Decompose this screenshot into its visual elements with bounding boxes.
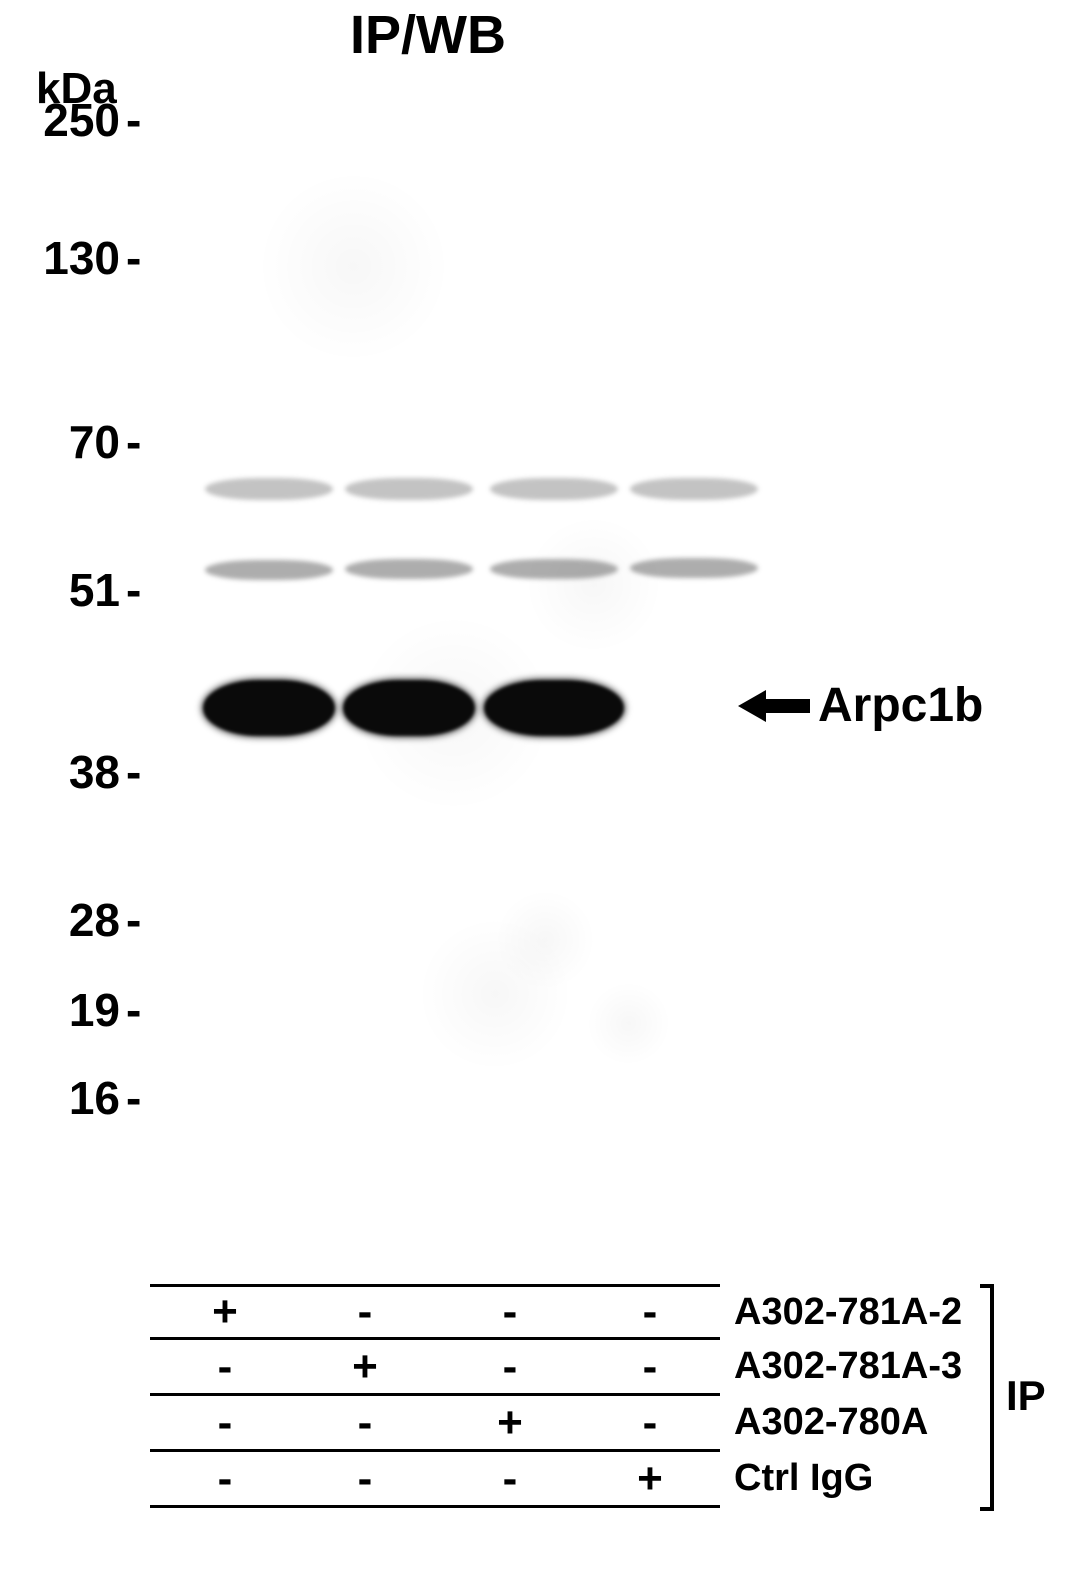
target-band bbox=[343, 680, 475, 736]
faint-band bbox=[630, 558, 758, 578]
lane-cell: - bbox=[480, 1452, 540, 1505]
lane-cell: - bbox=[480, 1287, 540, 1337]
lane-cell: - bbox=[620, 1396, 680, 1449]
lane-cell: + bbox=[335, 1340, 395, 1393]
faint-band bbox=[345, 559, 473, 579]
mw-marker: 16- bbox=[24, 1071, 141, 1125]
lane-cell: - bbox=[195, 1452, 255, 1505]
mw-marker: 70- bbox=[24, 415, 141, 469]
lane-cell: - bbox=[195, 1396, 255, 1449]
mw-marker: 38- bbox=[24, 745, 141, 799]
mw-marker: 250- bbox=[24, 93, 141, 147]
ip-bracket-icon bbox=[980, 1284, 994, 1511]
protein-name-label: Arpc1b bbox=[818, 678, 983, 733]
lane-cell: - bbox=[620, 1340, 680, 1393]
lane-row-label: A302-780A bbox=[720, 1396, 928, 1449]
ipwb-figure: IP/WB kDa 250-130-70-51-38-28-19-16- Arp… bbox=[0, 0, 1080, 1573]
lane-table-row: --+-A302-780A bbox=[150, 1396, 720, 1452]
lane-table-row: ---+Ctrl IgG bbox=[150, 1452, 720, 1508]
mw-marker: 51- bbox=[24, 563, 141, 617]
lane-row-label: A302-781A-2 bbox=[720, 1287, 962, 1337]
blot-membrane bbox=[155, 80, 715, 1200]
faint-band bbox=[630, 478, 758, 500]
arrow-left-icon bbox=[738, 688, 810, 724]
lane-cell: - bbox=[335, 1287, 395, 1337]
mw-marker: 130- bbox=[24, 231, 141, 285]
lane-cell: + bbox=[620, 1452, 680, 1505]
lane-cell: - bbox=[620, 1287, 680, 1337]
lane-row-label: A302-781A-3 bbox=[720, 1340, 962, 1393]
ip-lane-table: +---A302-781A-2-+--A302-781A-3--+-A302-7… bbox=[150, 1284, 720, 1508]
faint-band bbox=[205, 478, 333, 500]
lane-cell: - bbox=[195, 1340, 255, 1393]
lane-table-row: -+--A302-781A-3 bbox=[150, 1340, 720, 1396]
target-band bbox=[203, 680, 335, 736]
lane-cell: - bbox=[335, 1452, 395, 1505]
lane-table-row: +---A302-781A-2 bbox=[150, 1284, 720, 1340]
protein-arrow-annotation: Arpc1b bbox=[738, 678, 983, 733]
lane-cell: - bbox=[335, 1396, 395, 1449]
lane-cell: + bbox=[480, 1396, 540, 1449]
mw-marker: 28- bbox=[24, 893, 141, 947]
lane-cell: + bbox=[195, 1287, 255, 1337]
faint-band bbox=[490, 559, 618, 579]
mw-marker: 19- bbox=[24, 983, 141, 1037]
faint-band bbox=[345, 478, 473, 500]
target-band bbox=[484, 680, 624, 736]
ip-label: IP bbox=[1006, 1372, 1046, 1420]
lane-cell: - bbox=[480, 1340, 540, 1393]
faint-band bbox=[205, 560, 333, 580]
lane-row-label: Ctrl IgG bbox=[720, 1452, 873, 1505]
faint-band bbox=[490, 478, 618, 500]
figure-title: IP/WB bbox=[350, 4, 506, 66]
